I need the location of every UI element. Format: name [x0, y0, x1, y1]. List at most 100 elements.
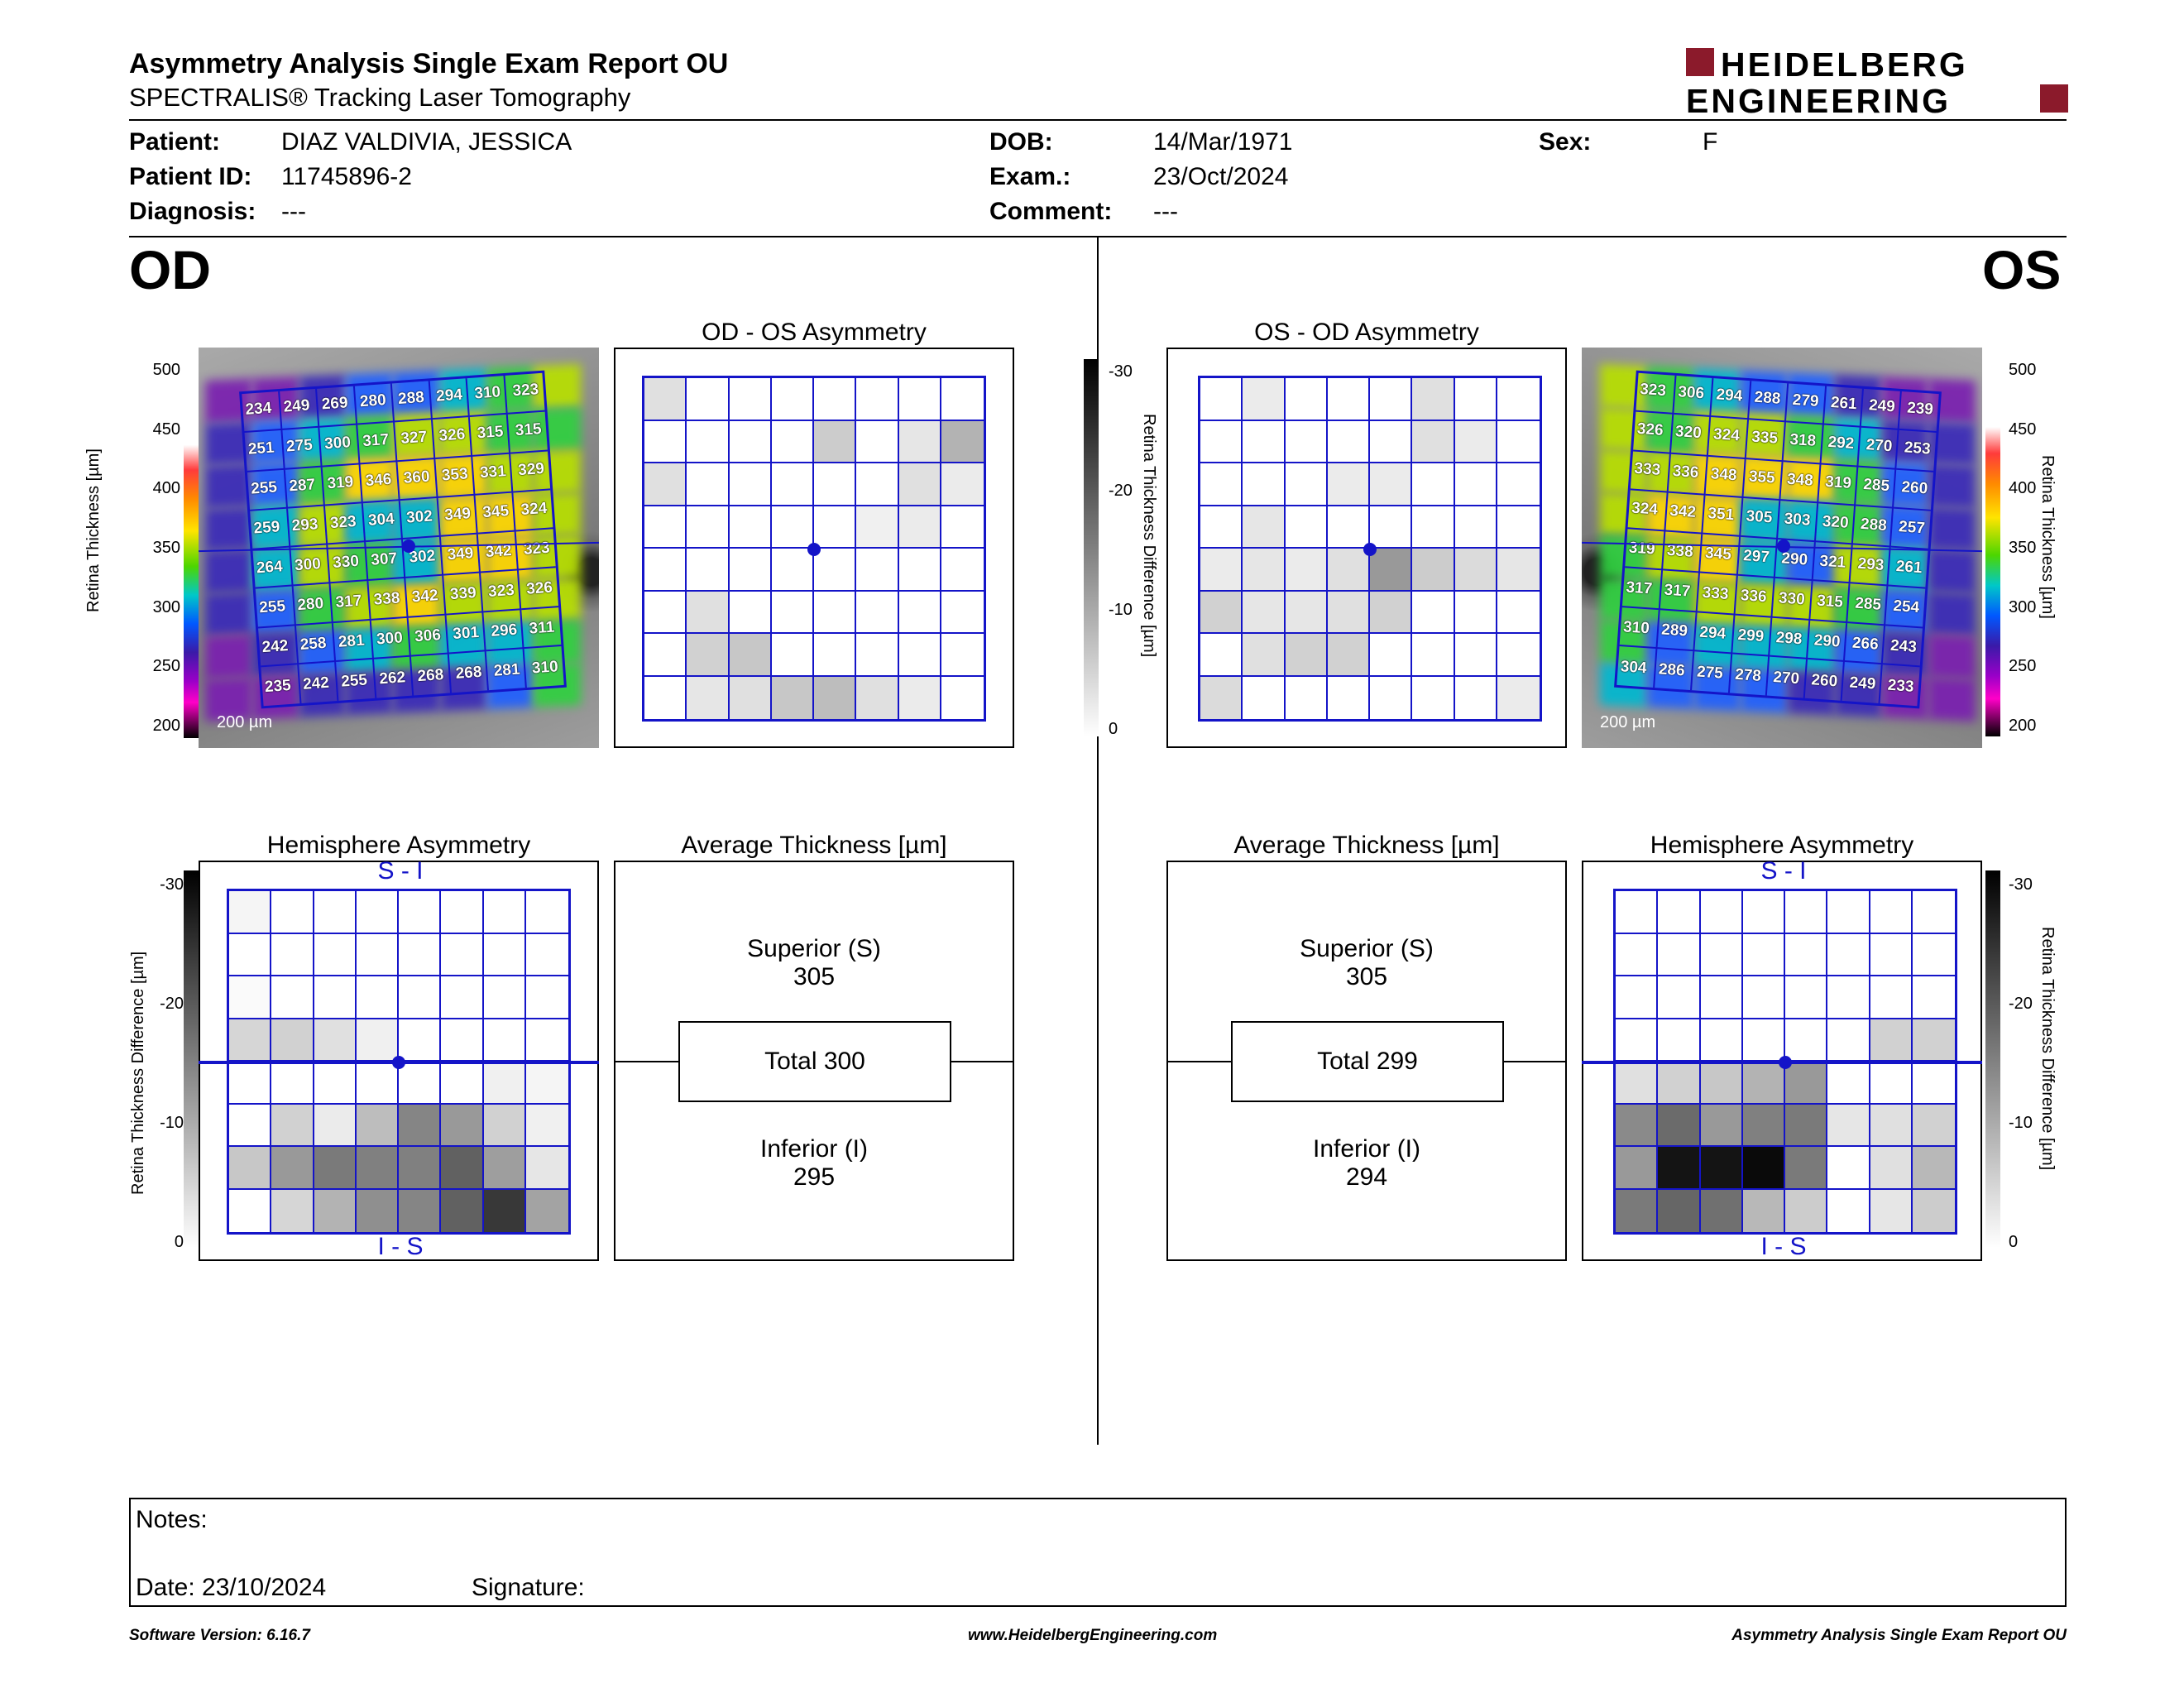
os-hemi-cell [1616, 976, 1659, 1019]
od-hemi-cell [356, 1147, 399, 1190]
os-asymmetry-panel [1166, 348, 1567, 748]
os-asym-cell [1370, 634, 1413, 677]
os-superior-value: 305 [1345, 963, 1388, 990]
od-hemi-cell [525, 933, 568, 976]
website-link[interactable]: www.HeidelbergEngineering.com [968, 1627, 1218, 1644]
os-thickness-value: 323 [1639, 380, 1667, 400]
os-asym-cell [1497, 676, 1540, 719]
os-thickness-values: 323 306 294 288 279 261 249 239 326 320 324 335 318 2… [1614, 371, 1942, 709]
software-version: Software Version: 6.16.7 [129, 1627, 310, 1644]
os-hemi-cell [1912, 1147, 1955, 1190]
od-hemi-cell [356, 1104, 399, 1147]
os-asym-cell [1454, 506, 1497, 549]
axis-tick-label: -10 [1109, 601, 1133, 619]
od-thickness-value: 249 [283, 396, 311, 416]
od-asym-cell [814, 634, 857, 677]
os-hemi-cell [1742, 1147, 1785, 1190]
od-superior-label: Superior (S) [747, 935, 881, 962]
os-hemi-cell [1870, 1147, 1913, 1190]
od-thickness-value: 310 [531, 658, 559, 678]
od-hemi-cell [399, 1062, 442, 1105]
os-hemi-cell [1742, 1062, 1785, 1105]
od-thickness-value: 258 [299, 634, 328, 654]
os-hemi-cell [1870, 1019, 1913, 1062]
os-hemi-top-label: S - I [1760, 857, 1807, 885]
os-asym-cell [1285, 634, 1328, 677]
od-heat-cell [205, 591, 252, 636]
os-asym-cell [1200, 549, 1243, 592]
od-hemi-cell [314, 891, 357, 934]
os-asym-cell [1497, 420, 1540, 463]
od-scale-bar-label: 200 µm [217, 713, 273, 731]
os-thickness-value: 345 [1704, 544, 1732, 564]
od-fundus-thickness-map: 234 249 269 280 288 294 310 323 251 275 300 317 327 3… [199, 348, 599, 748]
center-diff-colorbar [1084, 359, 1099, 736]
od-thickness-value: 287 [288, 476, 316, 496]
os-thickness-value: 260 [1810, 671, 1838, 691]
od-asym-cell [729, 634, 772, 677]
od-thickness-value: 315 [515, 420, 543, 440]
center-diff-ticks: -30 -20 -10 0 [1109, 362, 1150, 740]
od-thickness-value: 319 [326, 473, 354, 493]
os-asym-cell [1327, 634, 1370, 677]
os-thickness-value: 297 [1742, 547, 1770, 567]
os-asym-cell [1370, 676, 1413, 719]
od-hemi-cell [229, 976, 272, 1019]
od-thickness-axis-title: Retina Thickness [µm] [84, 448, 103, 612]
od-thickness-value: 310 [473, 383, 501, 403]
od-hemi-cell [399, 933, 442, 976]
od-thickness-value: 329 [517, 459, 545, 480]
os-asym-cell [1497, 591, 1540, 634]
os-hemi-cell [1870, 1189, 1913, 1232]
axis-tick-label: 400 [2009, 479, 2037, 498]
os-hemi-cell [1742, 1189, 1785, 1232]
od-asym-cell [771, 676, 814, 719]
os-hemi-cell [1912, 933, 1955, 976]
os-asym-cell [1200, 634, 1243, 677]
axis-tick-label: -20 [2009, 995, 2033, 1013]
axis-tick-label: 350 [2009, 539, 2037, 557]
patient-value: DIAZ VALDIVIA, JESSICA [281, 128, 572, 156]
od-hemi-cell [314, 933, 357, 976]
od-asymmetry-center [807, 543, 821, 556]
od-asym-cell [898, 549, 941, 592]
axis-tick-label: -10 [2009, 1114, 2033, 1132]
od-hemi-cell [441, 891, 484, 934]
od-asym-cell [814, 420, 857, 463]
os-asym-cell [1327, 676, 1370, 719]
od-asym-cell [941, 463, 984, 506]
axis-tick-label: 200 [2009, 717, 2037, 735]
os-hemi-cell [1785, 976, 1828, 1019]
od-hemi-cell [525, 1189, 568, 1232]
od-asym-cell [898, 634, 941, 677]
dob-label: DOB: [989, 128, 1053, 156]
axis-tick-label: 250 [2009, 657, 2037, 676]
od-thickness-value: 301 [452, 623, 480, 644]
od-asym-cell [687, 506, 730, 549]
od-hemi-cell [356, 933, 399, 976]
os-asym-cell [1454, 420, 1497, 463]
os-thickness-axis-title: Retina Thickness [µm] [2038, 455, 2057, 619]
od-thickness-value: 300 [376, 629, 404, 649]
os-asym-cell [1285, 506, 1328, 549]
os-hemi-cell [1827, 933, 1870, 976]
od-asymmetry-panel [614, 348, 1014, 748]
axis-tick-label: 500 [2009, 361, 2037, 379]
od-total-box: Total 300 [678, 1021, 951, 1102]
os-asym-cell [1370, 549, 1413, 592]
od-asym-cell [941, 506, 984, 549]
os-hemi-cell [1912, 1062, 1955, 1105]
od-hemi-cell [483, 1062, 526, 1105]
od-inferior-value: 295 [793, 1163, 836, 1191]
patient-id-label: Patient ID: [129, 163, 252, 190]
os-thickness-value: 285 [1854, 594, 1882, 614]
os-thickness-value: 288 [1753, 388, 1782, 408]
os-hemi-cell [1658, 1062, 1701, 1105]
od-hemisphere-panel: S - I I - S [199, 857, 599, 1261]
notes-box[interactable]: Notes: Date: 23/10/2024 Signature: [129, 1498, 2067, 1607]
os-thickness-value: 293 [1856, 554, 1885, 575]
od-thickness-value: 281 [493, 660, 521, 680]
os-hemi-cell [1912, 1019, 1955, 1062]
od-thickness-value: 304 [367, 510, 395, 530]
od-hemi-cell [525, 976, 568, 1019]
